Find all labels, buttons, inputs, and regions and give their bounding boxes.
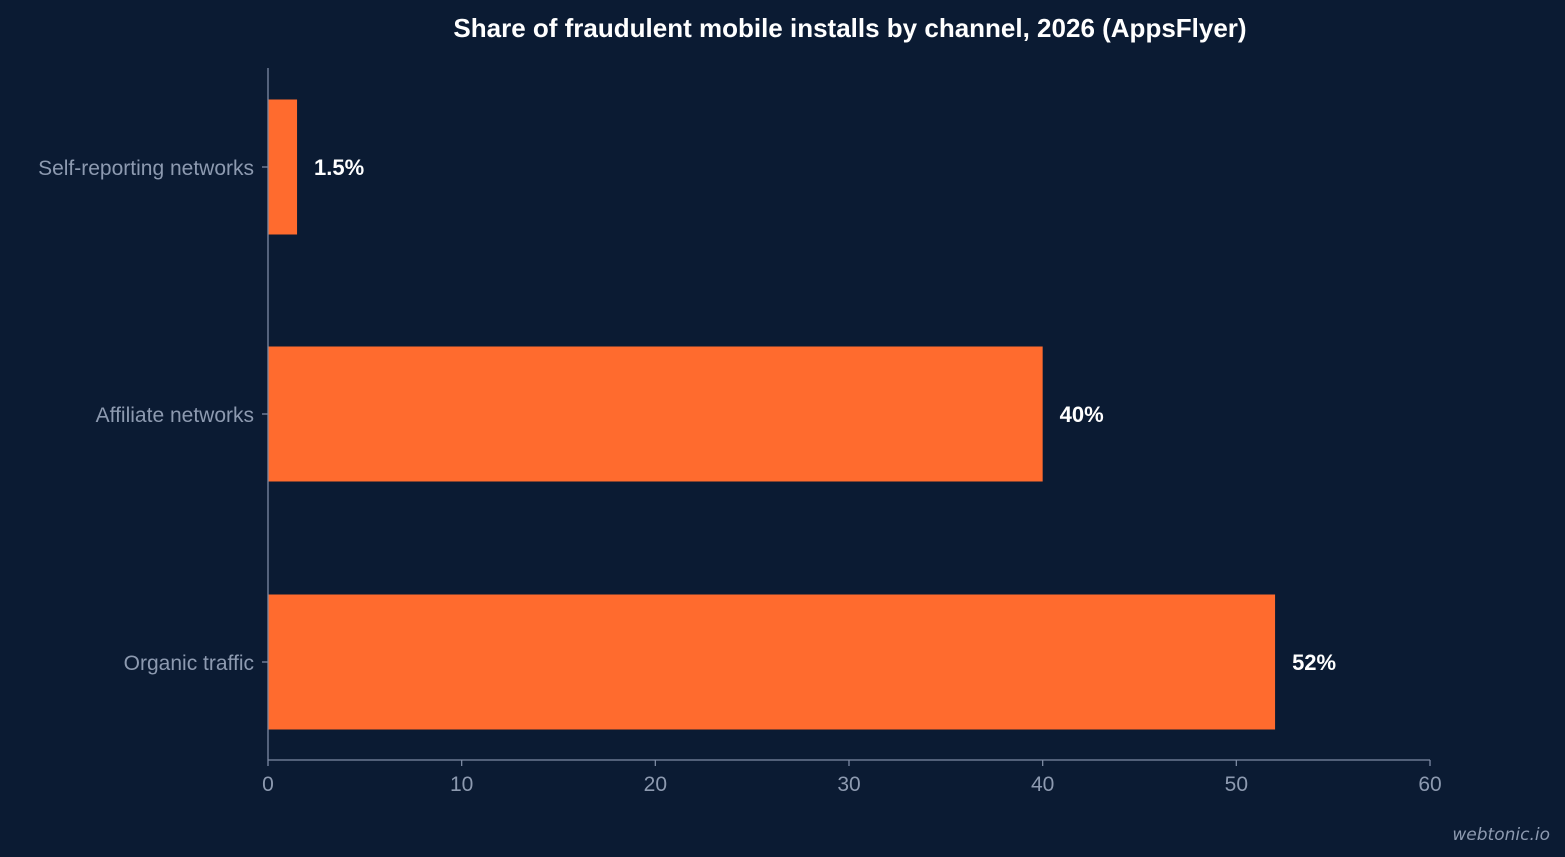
y-axis: Self-reporting networks Affiliate network… [38,68,269,760]
x-tick-label: 60 [1418,773,1441,796]
y-tick-label: Organic traffic [124,652,254,675]
x-tick-label: 50 [1225,773,1248,796]
y-tick-label: Self-reporting networks [38,157,254,180]
bars-group [268,99,1276,730]
bar-organic-traffic [268,594,1276,730]
data-label: 1.5% [314,155,364,180]
y-tick-label: Affiliate networks [96,404,254,427]
x-tick-label: 0 [262,773,274,796]
data-label: 40% [1060,402,1104,427]
x-tick-label: 40 [1031,773,1054,796]
x-tick-label: 20 [644,773,667,796]
data-labels-group: 1.5% 40% 52% [314,155,1336,675]
watermark-text: webtonic.io [1452,825,1550,845]
x-tick-label: 30 [837,773,860,796]
data-label: 52% [1292,650,1336,675]
bar-self-reporting-networks [268,99,298,235]
chart-title: Share of fraudulent mobile installs by c… [453,13,1246,43]
x-tick-label: 10 [450,773,473,796]
bar-affiliate-networks [268,346,1043,482]
x-axis: 0 10 20 30 40 50 60 [262,759,1442,796]
